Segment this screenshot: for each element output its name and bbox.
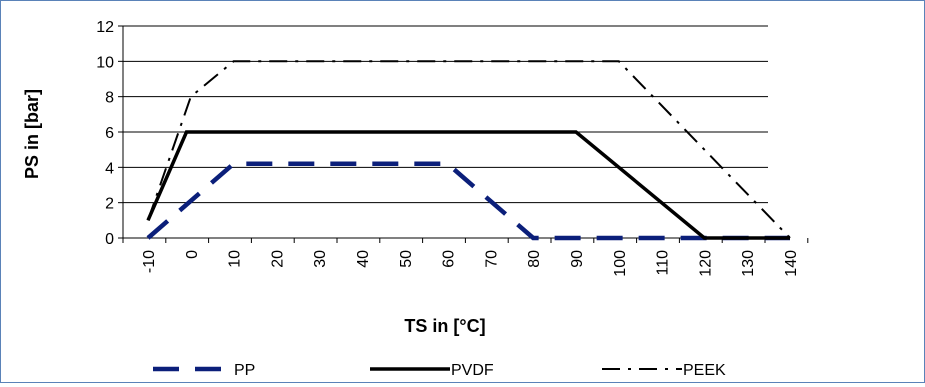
series-line-pp: [146, 161, 790, 241]
x-tick-label: 120: [697, 250, 714, 277]
x-tick-label: 90: [569, 250, 586, 268]
series-line-peek: [147, 60, 791, 239]
x-tick-label: 110: [655, 250, 672, 276]
y-tick-label: 6: [105, 125, 114, 142]
x-tick-label: 20: [269, 250, 286, 268]
x-tick-label: 40: [355, 250, 372, 268]
legend: PP PVDF PEEK: [153, 362, 726, 379]
x-tick-label: 130: [740, 250, 757, 277]
x-tick-label: 140: [783, 250, 800, 277]
x-tick-label: 50: [398, 250, 415, 268]
y-tick-label: 12: [96, 19, 114, 36]
series-line-pvdf: [146, 130, 790, 240]
x-tick-label: 60: [441, 250, 458, 268]
x-tick-label: 70: [483, 250, 500, 268]
series-lines: [146, 60, 791, 241]
y-tick-label: 8: [105, 90, 114, 107]
x-tick-label: 30: [312, 250, 329, 268]
x-tick-label: 100: [612, 250, 629, 277]
x-axis-title: TS in [°C]: [404, 316, 485, 336]
x-tick-labels: -10 0 10 20 30 40 50 60 70 80 90 100 110 120 130 140: [141, 250, 800, 277]
y-tick-label: 2: [105, 196, 114, 213]
y-tick-label: 0: [105, 231, 114, 248]
legend-label-pp: PP: [234, 362, 255, 379]
x-tick-label: 10: [227, 250, 244, 268]
x-tick-label: -10: [141, 250, 158, 273]
y-axis-title: PS in [bar]: [22, 89, 42, 179]
x-tick-label: 80: [526, 250, 543, 268]
axes: [118, 25, 809, 243]
legend-label-peek: PEEK: [683, 362, 726, 379]
x-tick-label: 0: [184, 250, 201, 259]
y-tick-labels: 0 2 4 6 8 10 12: [96, 19, 114, 248]
y-tick-label: 10: [96, 54, 114, 71]
y-tick-label: 4: [105, 160, 114, 177]
legend-label-pvdf: PVDF: [451, 362, 494, 379]
